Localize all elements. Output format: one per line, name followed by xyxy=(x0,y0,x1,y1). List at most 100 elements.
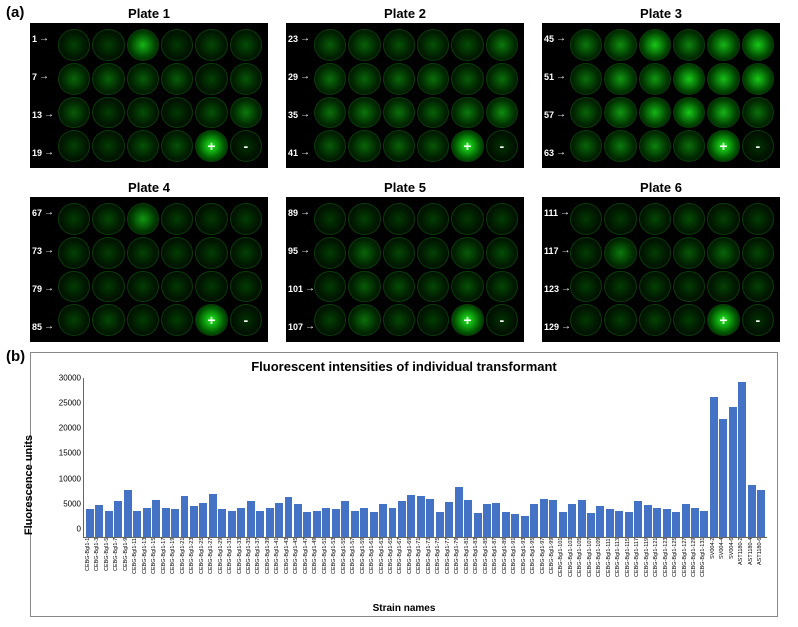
bar xyxy=(199,503,207,537)
x-tick: CEBG-Bgl1-117 xyxy=(634,538,642,598)
bar xyxy=(578,500,586,537)
bar xyxy=(360,508,368,537)
x-tick: CEBG-Bgl1-129 xyxy=(691,538,699,598)
bar xyxy=(464,500,472,537)
plate-title: Plate 4 xyxy=(30,180,268,195)
bar xyxy=(209,494,217,537)
plate-row-labels: 67737985 xyxy=(32,207,54,332)
x-tick: CEBG-Bgl1-67 xyxy=(397,538,405,598)
chart-x-label: Strain names xyxy=(31,603,777,614)
well xyxy=(604,63,636,95)
well xyxy=(486,237,518,269)
well xyxy=(639,271,671,303)
negative-control-label: - xyxy=(243,138,248,154)
x-tick: CEBG-Bgl1-55 xyxy=(341,538,349,598)
well xyxy=(58,29,90,61)
plate: 111117123129+- xyxy=(542,197,780,342)
well xyxy=(314,304,346,336)
plate-row-label: 85 xyxy=(32,321,54,332)
well xyxy=(92,203,124,235)
plate-title: Plate 1 xyxy=(30,6,268,21)
bar xyxy=(700,511,708,538)
negative-control-label: - xyxy=(243,312,248,328)
well xyxy=(570,271,602,303)
wells-grid: +- xyxy=(570,203,774,336)
bar xyxy=(294,504,302,537)
bar xyxy=(256,511,264,538)
bar xyxy=(653,508,661,537)
bar xyxy=(341,501,349,537)
well xyxy=(383,237,415,269)
well xyxy=(314,203,346,235)
x-tick: CEBG-Bgl1-83 xyxy=(473,538,481,598)
well xyxy=(417,63,449,95)
bar xyxy=(445,502,453,537)
well xyxy=(707,271,739,303)
x-tick: CEBG-Bgl1-23 xyxy=(189,538,197,598)
well xyxy=(570,237,602,269)
x-tick: CEBG-Bgl1-11 xyxy=(132,538,140,598)
well xyxy=(348,63,380,95)
well xyxy=(417,130,449,162)
wells-grid: +- xyxy=(314,29,518,162)
y-tick: 15000 xyxy=(51,449,81,458)
bar xyxy=(95,505,103,537)
plate-row-labels: 171319 xyxy=(32,33,54,158)
bar xyxy=(691,508,699,537)
well xyxy=(707,63,739,95)
plate-row-label: 107 xyxy=(288,321,315,332)
plate-block: Plate 58995101107+- xyxy=(286,180,524,342)
well xyxy=(673,130,705,162)
x-tick: CEBG-Bgl1-69 xyxy=(407,538,415,598)
well xyxy=(161,237,193,269)
well xyxy=(92,130,124,162)
x-tick: CEBG-Bgl1-99 xyxy=(549,538,557,598)
well xyxy=(161,63,193,95)
well xyxy=(451,203,483,235)
x-tick: CEBG-Bgl1-77 xyxy=(445,538,453,598)
plate-title: Plate 6 xyxy=(542,180,780,195)
well: - xyxy=(486,130,518,162)
x-tick: CEBG-Bgl1-57 xyxy=(350,538,358,598)
well xyxy=(58,271,90,303)
bar xyxy=(559,512,567,537)
well xyxy=(92,97,124,129)
well xyxy=(348,97,380,129)
well xyxy=(417,203,449,235)
bar xyxy=(143,508,151,537)
well xyxy=(742,271,774,303)
well: - xyxy=(742,304,774,336)
x-tick: CEBG-Bgl1-97 xyxy=(540,538,548,598)
well xyxy=(639,130,671,162)
x-tick: CEBG-Bgl1-101 xyxy=(558,538,566,598)
well xyxy=(639,203,671,235)
x-tick: CEBG-Bgl1-3 xyxy=(94,538,102,598)
bar xyxy=(568,504,576,537)
x-tick: AST1180-2 xyxy=(738,538,746,598)
x-tick: CEBG-Bgl1-93 xyxy=(521,538,529,598)
chart-title: Fluorescent intensities of individual tr… xyxy=(31,359,777,374)
well xyxy=(348,203,380,235)
plate-row-labels: 23293541 xyxy=(288,33,310,158)
bar xyxy=(181,496,189,537)
x-tick: SV004-4 xyxy=(719,538,727,598)
bar xyxy=(228,511,236,538)
well: + xyxy=(707,304,739,336)
well: + xyxy=(451,304,483,336)
well: - xyxy=(230,130,262,162)
well xyxy=(639,237,671,269)
well xyxy=(604,203,636,235)
bar xyxy=(729,407,737,537)
bar xyxy=(398,501,406,537)
x-tick: CEBG-Bgl1-33 xyxy=(237,538,245,598)
well xyxy=(451,29,483,61)
x-tick: CEBG-Bgl1-81 xyxy=(464,538,472,598)
well xyxy=(58,130,90,162)
plate-row-label: 35 xyxy=(288,109,310,120)
x-tick: CEBG-Bgl1-111 xyxy=(606,538,614,598)
well xyxy=(417,29,449,61)
positive-control-label: + xyxy=(463,312,471,328)
x-tick: CEBG-Bgl1-1 xyxy=(85,538,93,598)
well xyxy=(127,63,159,95)
well xyxy=(486,97,518,129)
